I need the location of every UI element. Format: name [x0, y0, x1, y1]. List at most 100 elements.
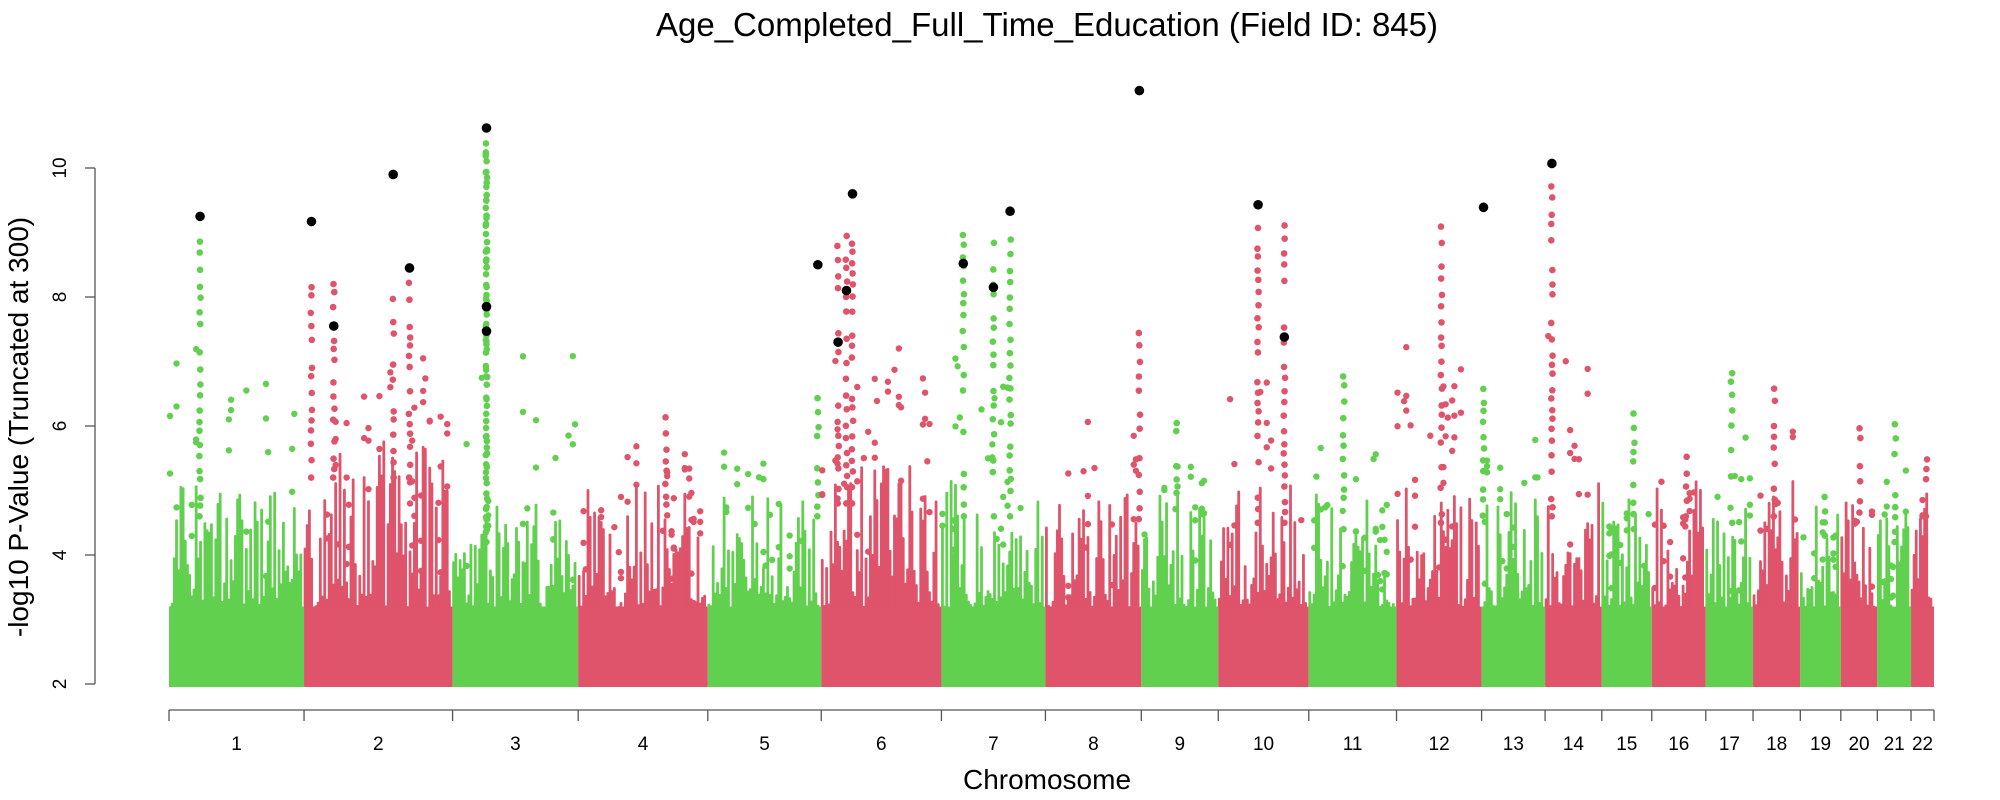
point [1411, 476, 1419, 484]
point [1728, 369, 1736, 377]
point-column [707, 603, 711, 608]
point [1376, 577, 1384, 585]
point [1438, 358, 1445, 366]
chromosome-13-points [1479, 385, 1546, 687]
point-column [1276, 598, 1279, 608]
point [1281, 519, 1288, 527]
point-column [888, 549, 892, 608]
hit-point [481, 123, 492, 133]
point [834, 454, 841, 461]
point-column [323, 499, 327, 608]
point-column [554, 520, 557, 608]
point-column [1291, 596, 1295, 608]
point-column [593, 511, 596, 608]
point [196, 238, 204, 245]
point-band [1800, 606, 1841, 687]
point [1437, 519, 1445, 527]
point-column [340, 585, 344, 608]
point-column [1178, 597, 1182, 608]
point [1770, 433, 1778, 441]
hit-point [1279, 332, 1290, 342]
point [173, 360, 180, 367]
point-column [781, 600, 785, 608]
point-column [1660, 508, 1663, 608]
point [1135, 387, 1143, 394]
chromosome-20-points [1840, 425, 1878, 687]
point-column [626, 515, 629, 608]
point [196, 249, 204, 256]
point-column [1489, 590, 1493, 608]
point-column [1778, 510, 1782, 608]
point-column [1103, 593, 1107, 608]
point [688, 570, 695, 577]
point [1263, 379, 1270, 386]
point-column [1211, 591, 1215, 608]
point [959, 299, 967, 307]
point [288, 445, 296, 453]
point [1317, 444, 1324, 452]
point [1400, 398, 1408, 405]
point [166, 470, 174, 477]
point-column [1045, 526, 1048, 608]
point [308, 406, 316, 414]
point-column [1123, 496, 1127, 608]
point [1496, 464, 1504, 471]
point-column [945, 491, 949, 608]
point-column [659, 605, 663, 608]
point [854, 383, 861, 391]
point-column [567, 554, 570, 608]
point [196, 407, 204, 414]
point-column [1827, 555, 1831, 608]
point-band [1481, 606, 1546, 687]
point-column [1284, 601, 1288, 608]
point-column [530, 543, 534, 608]
point [1666, 573, 1674, 580]
point-column [610, 590, 614, 608]
point-column [1846, 519, 1850, 608]
point-column [1108, 503, 1112, 608]
point-column [1733, 538, 1737, 608]
chromosome-14-points [1544, 183, 1602, 687]
point-column [964, 593, 968, 608]
point [1255, 324, 1263, 331]
chromosome-4-points [577, 414, 708, 687]
point-column [1448, 547, 1452, 608]
point-column [1336, 574, 1340, 608]
point-column [901, 537, 905, 608]
point-column [260, 508, 264, 608]
point [406, 500, 414, 507]
point [1379, 507, 1386, 514]
point [1437, 439, 1445, 446]
point-column [482, 532, 486, 608]
point [832, 357, 839, 365]
point-column [345, 581, 348, 608]
point-column [1204, 606, 1208, 608]
point-column [1193, 606, 1197, 608]
point [1771, 460, 1779, 468]
point [483, 246, 491, 253]
point-column [1929, 597, 1933, 608]
point-column [960, 564, 964, 608]
point-column [277, 549, 281, 608]
point-column [223, 582, 226, 608]
point-column [967, 600, 970, 608]
point [1340, 525, 1347, 533]
point [1187, 463, 1195, 471]
point-column [1189, 511, 1193, 608]
point [1017, 504, 1024, 512]
point-column [1030, 584, 1033, 608]
point-column [1271, 511, 1275, 608]
point-column [1424, 600, 1428, 608]
point-column [1304, 601, 1307, 608]
point [1263, 444, 1270, 451]
point [1548, 336, 1556, 343]
point-column [506, 541, 510, 608]
point-column [1160, 520, 1164, 608]
point-column [1483, 601, 1487, 608]
point [196, 308, 203, 316]
point-column [1101, 558, 1105, 608]
point-column [1077, 517, 1081, 608]
point-column [584, 594, 588, 608]
point [331, 438, 338, 445]
point [835, 432, 842, 440]
